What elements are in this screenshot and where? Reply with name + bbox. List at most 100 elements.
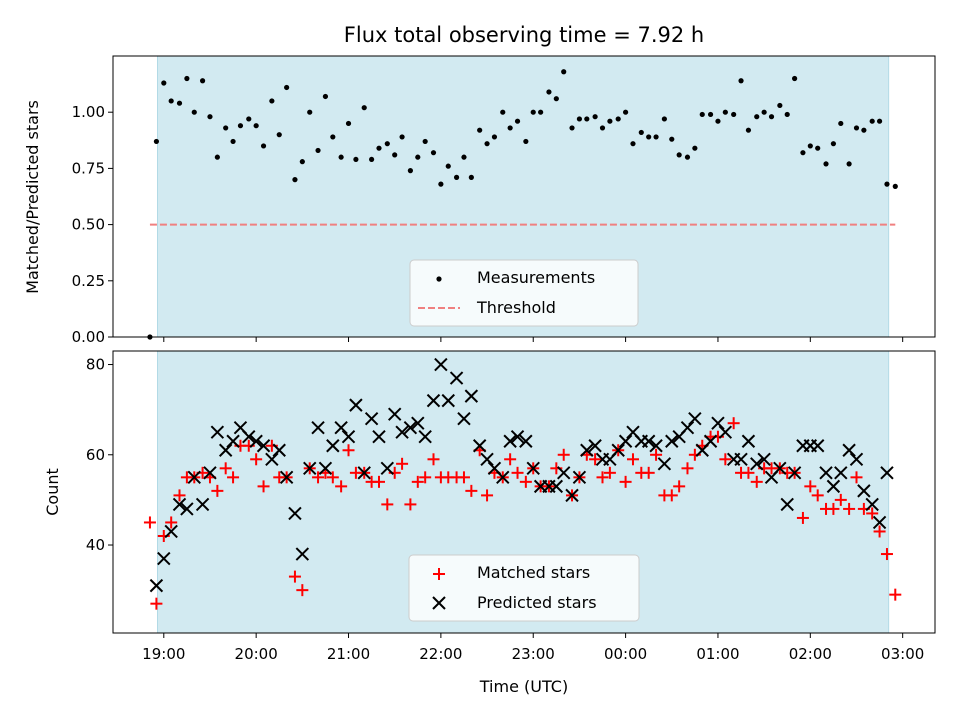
matched-star-point	[211, 484, 224, 497]
measurement-point	[399, 134, 405, 140]
matched-star-point	[727, 417, 740, 430]
measurement-point	[514, 118, 521, 124]
measurement-point	[607, 118, 613, 124]
x-tick-label: 00:00	[604, 645, 647, 663]
measurement-point	[853, 125, 860, 131]
predicted-star-point	[496, 470, 510, 485]
matched-star-point	[557, 448, 570, 461]
x-tick-label: 23:00	[512, 645, 555, 663]
measurement-point	[422, 138, 428, 145]
matched-star-point	[296, 584, 309, 597]
measurement-point	[491, 134, 498, 140]
measurement-point	[161, 80, 167, 86]
measurement-point	[184, 75, 190, 82]
predicted-star-point	[734, 452, 748, 466]
predicted-star-point	[210, 425, 225, 439]
predicted-star-point	[256, 439, 271, 453]
measurement-point	[869, 118, 875, 124]
bottom-y-tick-label: 40	[86, 536, 105, 554]
matched-star-point	[150, 597, 163, 610]
measurement-point	[430, 150, 437, 156]
predicted-star-point	[326, 439, 340, 453]
matched-star-point	[143, 516, 156, 529]
matched-star-point	[596, 471, 609, 484]
predicted-star-point	[703, 434, 718, 448]
matched-star-point	[173, 489, 186, 502]
measurement-point	[807, 143, 813, 149]
matched-star-point	[827, 502, 840, 515]
measurement-point	[538, 109, 544, 115]
measurement-point	[453, 174, 460, 180]
legend-matched-label: Matched stars	[477, 563, 590, 582]
predicted-star-point	[295, 547, 310, 561]
measurement-point	[269, 98, 275, 104]
measurement-points	[147, 69, 898, 340]
measurement-point	[292, 177, 298, 183]
predicted-star-point	[311, 420, 325, 435]
top-y-tick-label: 1.00	[72, 103, 105, 121]
top-axes-frame	[112, 55, 936, 338]
top-y-tick-label: 0.00	[72, 328, 105, 346]
measurement-point	[276, 132, 282, 138]
matched-star-point	[481, 489, 494, 502]
predicted-star-point	[434, 357, 448, 372]
top-y-axis-label: Matched/Predicted stars	[23, 100, 42, 294]
predicted-star-point	[441, 393, 455, 408]
predicted-star-point	[357, 466, 371, 480]
measurement-point	[199, 78, 206, 84]
legend-matched-marker	[433, 568, 445, 580]
top-y-tick-label: 0.50	[72, 216, 105, 234]
measurement-point	[168, 98, 174, 104]
predicted-star-point	[418, 430, 432, 444]
chart-title: Flux total observing time = 7.92 h	[344, 23, 704, 47]
measurement-point	[622, 109, 629, 115]
predicted-star-point	[526, 461, 540, 476]
measurement-point	[669, 136, 675, 142]
predicted-star-point	[834, 466, 848, 480]
predicted-star-point	[649, 439, 663, 453]
measurement-point	[407, 168, 413, 174]
predicted-star-point	[865, 497, 879, 512]
predicted-star-point	[572, 470, 587, 485]
matched-star-point	[811, 489, 824, 502]
matched-star-point	[465, 484, 478, 497]
measurement-point	[546, 89, 552, 95]
measurement-point	[715, 118, 721, 124]
matched-star-point	[250, 453, 263, 466]
measurement-point	[676, 152, 682, 158]
matched-star-point	[750, 475, 763, 488]
x-tick-label: 03:00	[881, 645, 924, 663]
predicted-star-point	[380, 461, 395, 476]
measurement-point	[438, 181, 444, 187]
measurement-point	[361, 105, 367, 111]
measurement-point	[315, 147, 321, 154]
matched-star-point	[804, 480, 817, 493]
matched-star-point	[227, 471, 240, 484]
measurement-point	[592, 114, 598, 120]
predicted-star-point	[611, 443, 625, 457]
matched-star-point	[889, 588, 902, 601]
predicted-star-point	[557, 466, 571, 480]
matched-star-point	[419, 471, 432, 484]
measurement-point	[445, 163, 451, 169]
predicted-star-point	[849, 452, 864, 466]
legend-predicted-marker	[432, 596, 446, 610]
matched-star-point	[326, 471, 339, 484]
predicted-star-point	[195, 497, 210, 512]
measurement-point	[223, 125, 229, 131]
measurement-point	[392, 152, 398, 158]
measurement-point	[246, 116, 252, 122]
measurement-point	[299, 159, 305, 165]
measurement-point	[777, 102, 783, 109]
measurement-point	[754, 114, 760, 120]
measurement-point	[176, 100, 183, 106]
measurement-point	[731, 111, 737, 118]
predicted-star-point	[480, 452, 494, 466]
matched-star-point	[342, 444, 355, 457]
predicted-star-point	[180, 502, 194, 516]
top-legend: Measurements Threshold	[409, 259, 639, 327]
measurement-point	[846, 161, 852, 167]
matched-star-point	[372, 475, 385, 488]
bottom-axes-frame	[112, 350, 936, 634]
